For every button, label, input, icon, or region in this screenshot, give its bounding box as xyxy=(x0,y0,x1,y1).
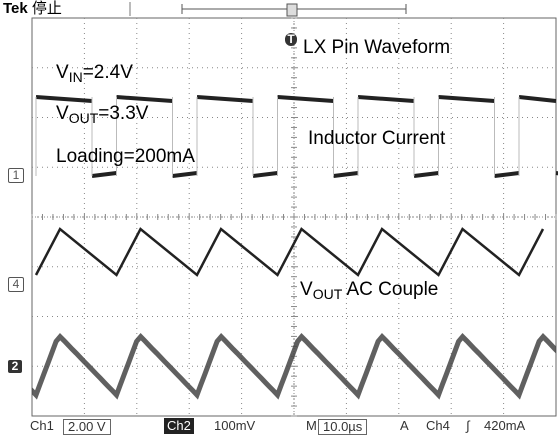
ch1-scale[interactable]: 2.00 V xyxy=(63,419,111,435)
loading-annotation: Loading=200mA xyxy=(56,146,195,167)
trigger-mode: A xyxy=(400,418,409,433)
ch1-label[interactable]: Ch1 xyxy=(30,418,54,433)
record-position-bar xyxy=(129,2,407,17)
vout-ac-couple-label: VOUT AC Couple xyxy=(300,279,439,302)
lx-waveform-high-segment xyxy=(277,95,334,103)
vout-annotation: VOUT=3.3V xyxy=(56,103,149,126)
lx-waveform-low-segment xyxy=(413,171,439,178)
lx-waveform-low-segment xyxy=(333,171,359,178)
trigger-slope-icon: ∫ xyxy=(466,418,470,433)
timebase-label: M xyxy=(306,418,317,433)
inductor-current-label: Inductor Current xyxy=(308,128,446,149)
status-bar: Tek 停止 xyxy=(0,0,558,18)
record-position-handle xyxy=(286,3,298,17)
trigger-level[interactable]: 420mA xyxy=(484,418,526,433)
ch2-marker[interactable]: 2 xyxy=(8,360,22,373)
channel-readout-bar: Ch1 2.00 V Ch2 100mV M 10.0µs A Ch4 ∫ 42… xyxy=(0,418,558,435)
waveform-traces xyxy=(32,95,558,400)
lx-waveform-high-segment xyxy=(518,95,557,103)
lx-waveform-low-segment xyxy=(172,171,198,178)
lx-waveform-low-segment xyxy=(91,171,117,178)
trigger-marker[interactable]: T xyxy=(285,33,297,46)
vin-annotation: VIN=2.4V xyxy=(56,62,133,85)
timebase-scale[interactable]: 10.0µs xyxy=(318,419,368,435)
acquisition-status: 停止 xyxy=(31,0,62,17)
graticule xyxy=(31,17,557,417)
ch2-scale[interactable]: 100mV xyxy=(214,418,256,433)
lx-waveform-label: LX Pin Waveform xyxy=(303,37,451,58)
vout-ac-trace xyxy=(32,333,556,400)
lx-waveform-high-segment xyxy=(438,95,495,103)
trigger-source[interactable]: Ch4 xyxy=(426,418,450,433)
ch2-label[interactable]: Ch2 xyxy=(164,418,194,434)
lx-waveform-high-segment xyxy=(116,95,173,103)
brand-logo: Tek xyxy=(3,0,28,17)
inductor-current-trace xyxy=(34,227,545,277)
lx-waveform-high-segment xyxy=(35,95,93,103)
ch4-marker[interactable]: 4 xyxy=(8,277,24,292)
lx-waveform-high-segment xyxy=(196,95,254,103)
lx-waveform-low-segment xyxy=(252,171,278,178)
lx-waveform-high-segment xyxy=(357,95,415,103)
ch1-marker[interactable]: 1 xyxy=(8,168,24,183)
brand-status: Tek 停止 xyxy=(3,0,62,18)
lx-waveform-low-segment xyxy=(494,171,520,178)
